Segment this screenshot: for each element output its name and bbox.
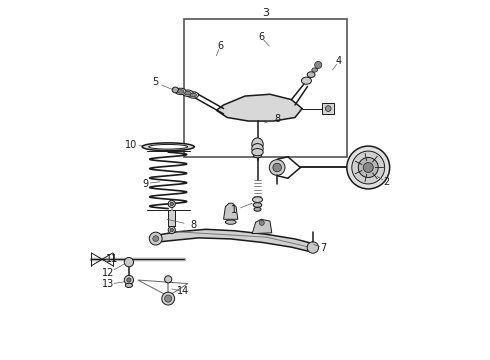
- Text: 2: 2: [383, 177, 389, 187]
- Ellipse shape: [307, 72, 315, 77]
- Ellipse shape: [182, 90, 193, 96]
- Circle shape: [352, 151, 385, 184]
- Ellipse shape: [252, 138, 263, 151]
- Ellipse shape: [188, 92, 198, 98]
- Ellipse shape: [190, 93, 196, 97]
- Circle shape: [347, 146, 390, 189]
- Circle shape: [358, 157, 378, 177]
- Circle shape: [325, 106, 331, 111]
- Text: 3: 3: [262, 8, 269, 18]
- Polygon shape: [252, 219, 272, 234]
- Ellipse shape: [253, 203, 262, 207]
- Circle shape: [124, 257, 134, 267]
- Ellipse shape: [175, 88, 186, 95]
- Polygon shape: [154, 229, 313, 251]
- Text: 11: 11: [106, 254, 118, 264]
- Circle shape: [259, 220, 264, 225]
- Text: 13: 13: [102, 279, 115, 289]
- Ellipse shape: [312, 68, 318, 72]
- Ellipse shape: [252, 144, 263, 154]
- Text: 6: 6: [217, 41, 223, 51]
- Ellipse shape: [301, 77, 312, 84]
- Circle shape: [363, 162, 373, 172]
- Ellipse shape: [185, 91, 191, 95]
- Ellipse shape: [149, 144, 188, 149]
- Ellipse shape: [225, 220, 236, 224]
- Text: 8: 8: [274, 113, 280, 123]
- Ellipse shape: [252, 197, 263, 203]
- Ellipse shape: [172, 87, 178, 93]
- Ellipse shape: [252, 149, 263, 156]
- Ellipse shape: [125, 283, 132, 288]
- Polygon shape: [217, 94, 302, 121]
- Text: 10: 10: [124, 140, 137, 150]
- Ellipse shape: [177, 90, 184, 93]
- Circle shape: [168, 226, 175, 234]
- Text: 4: 4: [336, 57, 342, 66]
- Circle shape: [170, 202, 173, 206]
- Bar: [322, 103, 334, 114]
- Text: 9: 9: [142, 179, 148, 189]
- Text: 14: 14: [177, 287, 190, 296]
- Polygon shape: [223, 203, 238, 219]
- Circle shape: [168, 201, 175, 207]
- Circle shape: [165, 295, 172, 302]
- Circle shape: [124, 275, 134, 285]
- Circle shape: [307, 242, 318, 253]
- Circle shape: [165, 276, 172, 283]
- Ellipse shape: [142, 143, 194, 151]
- Circle shape: [170, 228, 173, 232]
- Bar: [168, 210, 175, 226]
- Circle shape: [270, 159, 285, 175]
- Text: 8: 8: [190, 220, 196, 230]
- Circle shape: [153, 236, 159, 242]
- Circle shape: [149, 232, 162, 245]
- Text: 12: 12: [102, 268, 115, 278]
- Bar: [184, 19, 347, 157]
- Circle shape: [162, 292, 174, 305]
- Ellipse shape: [253, 154, 262, 158]
- Text: 1: 1: [231, 205, 237, 215]
- Text: 6: 6: [258, 32, 264, 42]
- Circle shape: [315, 62, 322, 68]
- Text: 7: 7: [320, 243, 326, 253]
- Text: 5: 5: [152, 77, 159, 87]
- Circle shape: [273, 163, 281, 172]
- Circle shape: [127, 278, 131, 282]
- Ellipse shape: [254, 207, 261, 211]
